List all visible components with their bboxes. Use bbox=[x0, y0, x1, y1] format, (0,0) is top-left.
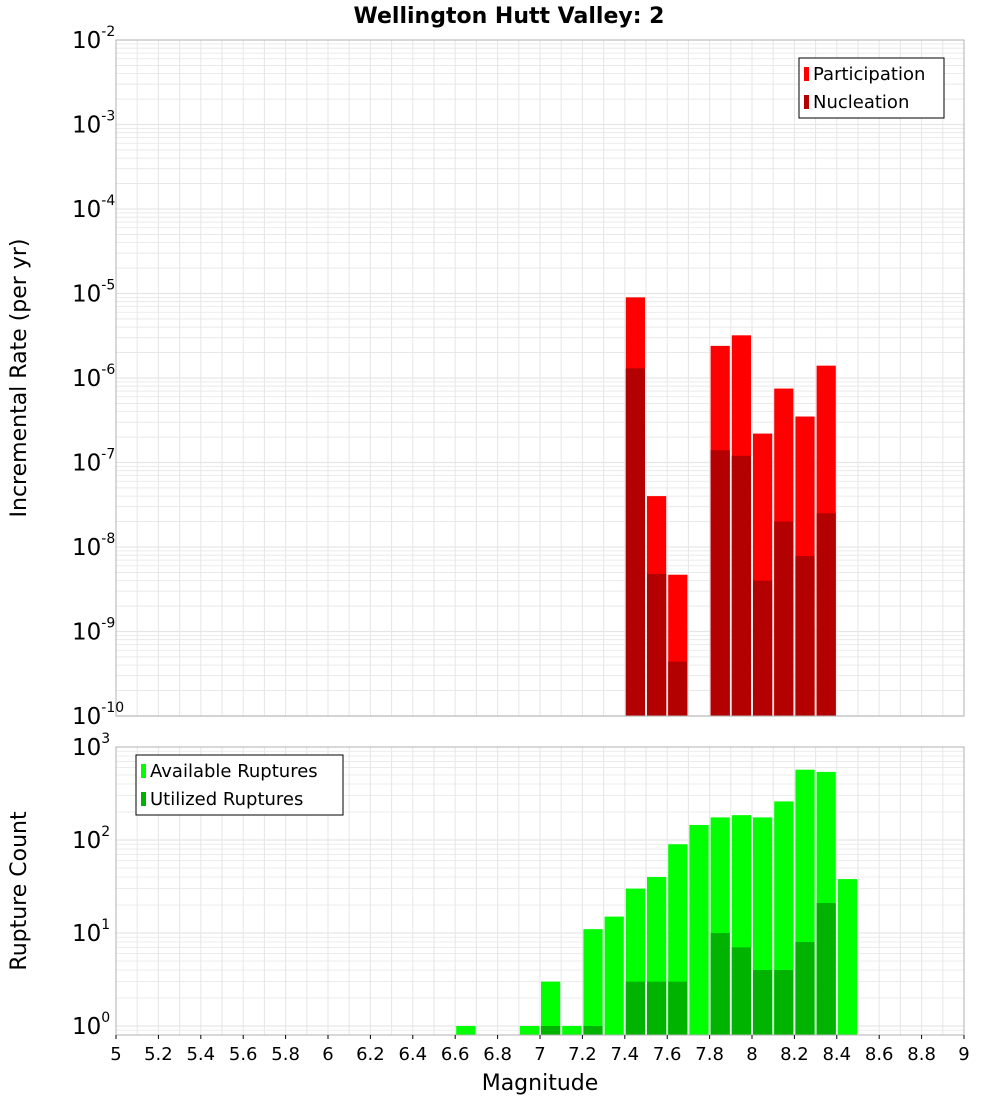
rate-frame bbox=[115, 39, 965, 717]
x-tick-label: 7.8 bbox=[695, 1044, 724, 1065]
rate-y-tick-label: 10-6 bbox=[72, 362, 115, 392]
count-bar-secondary bbox=[668, 981, 688, 1035]
rate-legend-swatch bbox=[804, 67, 809, 81]
count-bar-primary bbox=[689, 824, 709, 1035]
count-bar-secondary bbox=[583, 1025, 603, 1035]
rate-legend-box bbox=[798, 57, 945, 119]
x-tick-label: 7 bbox=[534, 1044, 545, 1065]
x-tick-label: 5.8 bbox=[271, 1044, 300, 1065]
x-tick-label: 7.4 bbox=[610, 1044, 639, 1065]
x-tick-label: 6.8 bbox=[483, 1044, 512, 1065]
x-tick-label: 8.8 bbox=[907, 1044, 936, 1065]
count-bar-primary bbox=[604, 916, 624, 1035]
rate-y-tick-label: 10-8 bbox=[72, 531, 115, 561]
rate-y-tick-label: 10-5 bbox=[72, 278, 115, 308]
x-tick-label: 8.2 bbox=[780, 1044, 809, 1065]
count-bar-secondary bbox=[795, 942, 815, 1035]
chart-title: Wellington Hutt Valley: 2 bbox=[354, 4, 665, 29]
rate-bar-secondary bbox=[668, 661, 688, 716]
count-bar-secondary bbox=[731, 947, 751, 1035]
count-legend-box bbox=[135, 754, 344, 816]
rate-legend-label: Participation bbox=[813, 64, 925, 85]
rate-y-tick-label: 10-3 bbox=[72, 109, 115, 139]
rate-y-axis-label: Incremental Rate (per yr) bbox=[7, 239, 32, 518]
x-tick-label: 7.2 bbox=[568, 1044, 597, 1065]
x-tick-label: 5 bbox=[110, 1044, 121, 1065]
x-tick-label: 8.6 bbox=[865, 1044, 894, 1065]
x-tick-label: 8 bbox=[746, 1044, 757, 1065]
count-y-tick-label: 101 bbox=[72, 917, 110, 947]
count-legend-swatch bbox=[141, 764, 146, 778]
x-tick-label: 7.6 bbox=[653, 1044, 682, 1065]
x-tick-label: 8.4 bbox=[822, 1044, 851, 1065]
x-tick-label: 6.4 bbox=[398, 1044, 427, 1065]
count-bar-secondary bbox=[816, 903, 836, 1035]
rate-bar-secondary bbox=[647, 573, 667, 716]
x-axis-label: Magnitude bbox=[482, 1071, 599, 1096]
rate-bar-secondary bbox=[753, 580, 773, 716]
rate-bar-secondary bbox=[774, 521, 794, 716]
x-tick-label: 5.6 bbox=[229, 1044, 258, 1065]
rate-y-tick-label: 10-10 bbox=[72, 700, 124, 730]
rate-legend-label: Nucleation bbox=[813, 92, 909, 113]
count-bar-primary bbox=[562, 1025, 582, 1035]
x-tick-label: 9 bbox=[958, 1044, 969, 1065]
x-tick-label: 5.4 bbox=[186, 1044, 215, 1065]
rate-y-tick-label: 10-2 bbox=[72, 24, 115, 54]
count-panel: 103 102 101 100 Rupture Count Available Ruptu… bbox=[7, 731, 970, 1065]
count-bar-secondary bbox=[774, 969, 794, 1035]
rate-y-tick-label: 10-4 bbox=[72, 193, 115, 223]
count-bar-primary bbox=[583, 929, 603, 1035]
count-y-tick-label: 100 bbox=[72, 1010, 110, 1040]
count-legend-label: Utilized Ruptures bbox=[150, 789, 303, 810]
rate-bar-secondary bbox=[795, 556, 815, 716]
count-y-tick-label: 103 bbox=[72, 731, 110, 761]
rate-y-tick-label: 10-9 bbox=[72, 616, 115, 646]
count-bar-secondary bbox=[647, 981, 667, 1035]
rate-y-tick-label: 10-7 bbox=[72, 447, 115, 477]
count-bar-primary bbox=[541, 981, 561, 1035]
x-tick-label: 5.2 bbox=[144, 1044, 173, 1065]
count-y-tick-label: 102 bbox=[72, 824, 110, 854]
rate-bar-secondary bbox=[816, 513, 836, 716]
count-y-axis-label: Rupture Count bbox=[7, 811, 32, 971]
count-bar-secondary bbox=[625, 981, 645, 1035]
count-bar-primary bbox=[519, 1025, 539, 1035]
rate-legend-swatch bbox=[804, 95, 809, 109]
rate-panel: 10-2 10-3 10-4 10-5 10-6 10-7 10-8 10-9 10-10 Inc… bbox=[7, 24, 965, 730]
count-legend: Available Ruptures Utilized Ruptures bbox=[135, 754, 344, 816]
rate-bar-secondary bbox=[710, 450, 730, 716]
count-bar-primary bbox=[837, 879, 857, 1035]
rate-bar-secondary bbox=[625, 368, 645, 716]
x-tick-label: 6 bbox=[322, 1044, 333, 1065]
x-tick-label: 6.2 bbox=[356, 1044, 385, 1065]
rate-legend: Participation Nucleation bbox=[798, 57, 945, 119]
count-bar-secondary bbox=[541, 1025, 561, 1035]
count-legend-swatch bbox=[141, 792, 146, 806]
count-bar-secondary bbox=[710, 932, 730, 1035]
count-bar-primary bbox=[456, 1025, 476, 1035]
rate-bar-secondary bbox=[731, 455, 751, 716]
count-bar-secondary bbox=[753, 969, 773, 1035]
x-tick-label: 6.6 bbox=[441, 1044, 470, 1065]
count-legend-label: Available Ruptures bbox=[150, 761, 318, 782]
